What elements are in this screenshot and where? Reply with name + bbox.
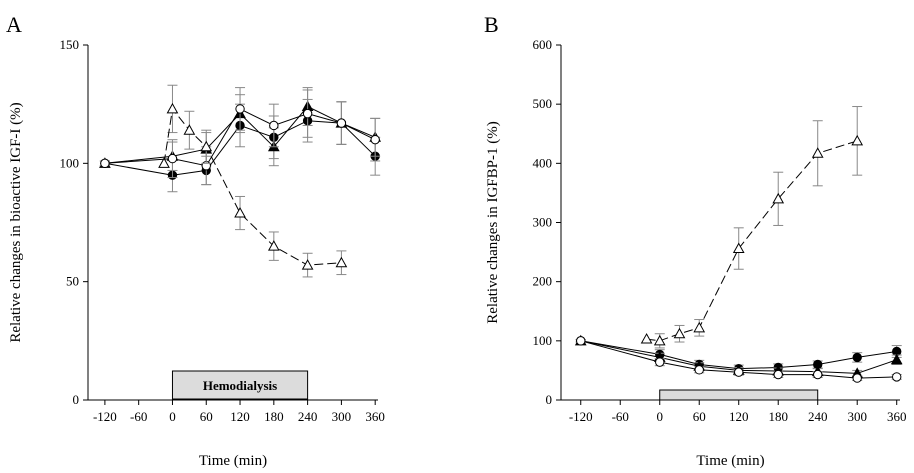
x-tick-label: 60: [200, 409, 213, 424]
chart-b: Relative changes in IGFBP-1 (%) Time (mi…: [485, 37, 906, 469]
panel-label-b: B: [484, 12, 499, 37]
x-tick-label: 300: [332, 409, 352, 424]
data-point: [732, 242, 745, 254]
data-point: [183, 124, 196, 135]
series-line: [580, 340, 897, 379]
data-point: [811, 147, 824, 158]
y-axis-label-b: Relative changes in IGFBP-1 (%): [485, 121, 501, 323]
data-point: [234, 207, 246, 218]
x-axis-label-b: Time (min): [696, 453, 764, 469]
x-tick-label: 60: [693, 409, 706, 424]
series-line: [580, 340, 897, 370]
y-tick-label: 100: [60, 155, 80, 170]
data-point: [336, 118, 347, 128]
data-point: [673, 327, 686, 339]
data-point: [167, 153, 178, 164]
y-tick-label: 0: [546, 392, 553, 407]
data-point: [851, 134, 864, 146]
series-line: [580, 340, 897, 374]
x-tick-label: 120: [230, 409, 250, 424]
x-tick-label: 180: [768, 409, 788, 424]
data-point: [653, 334, 666, 346]
data-point: [200, 140, 213, 152]
data-point: [693, 321, 706, 333]
panel-label-a: A: [6, 12, 22, 37]
x-tick-label: 240: [298, 409, 318, 424]
data-point: [773, 369, 783, 380]
x-tick-label: 300: [847, 409, 867, 424]
x-tick-label: -60: [130, 409, 147, 424]
data-point: [302, 108, 313, 119]
x-tick-label: 0: [169, 409, 176, 424]
data-point: [655, 357, 665, 367]
x-tick-label: 360: [365, 409, 385, 424]
data-point: [852, 352, 862, 363]
data-point: [772, 192, 785, 204]
data-point: [335, 256, 348, 268]
data-point: [813, 369, 823, 380]
x-tick-label: 240: [808, 409, 828, 424]
series-line: [104, 105, 376, 164]
y-tick-label: 0: [73, 392, 80, 407]
data-point: [734, 367, 744, 377]
series-line: [104, 120, 376, 176]
data-point: [852, 373, 862, 383]
data-point: [158, 157, 170, 168]
x-tick-label: -60: [612, 409, 629, 424]
x-tick-label: 180: [264, 409, 284, 424]
data-point: [166, 102, 179, 114]
y-tick-label: 150: [60, 37, 80, 52]
series-line: [104, 108, 376, 167]
y-axis-label-a: Relative changes in bioactive IGF-I (%): [8, 102, 24, 342]
data-point: [100, 158, 110, 169]
data-point: [235, 104, 245, 114]
y-tick-label: 600: [533, 37, 553, 52]
y-tick-label: 50: [66, 274, 79, 289]
y-tick-label: 300: [533, 215, 553, 230]
x-tick-label: 0: [656, 409, 663, 424]
data-point: [269, 120, 279, 131]
x-tick-label: 360: [887, 409, 907, 424]
data-point: [370, 134, 380, 145]
x-tick-label: -120: [93, 409, 117, 424]
y-tick-label: 400: [533, 155, 553, 170]
x-axis-label-a: Time (min): [199, 453, 267, 469]
y-tick-label: 100: [533, 333, 553, 348]
y-tick-label: 200: [533, 274, 553, 289]
hemodialysis-bar: [171, 370, 309, 400]
data-point: [890, 353, 903, 365]
hemodialysis-bar: [659, 389, 819, 401]
hemodialysis-label: Hemodialysis: [203, 378, 277, 393]
data-point: [640, 333, 653, 344]
series-line: [646, 140, 858, 342]
data-point: [694, 365, 704, 375]
data-point: [892, 372, 902, 382]
chart-a: Relative changes in bioactive IGF-I (%) …: [8, 37, 385, 469]
data-point: [301, 259, 314, 270]
data-point: [267, 240, 280, 251]
data-point: [576, 336, 586, 346]
x-tick-label: 120: [729, 409, 749, 424]
y-tick-label: 500: [533, 96, 553, 111]
x-tick-label: -120: [569, 409, 593, 424]
